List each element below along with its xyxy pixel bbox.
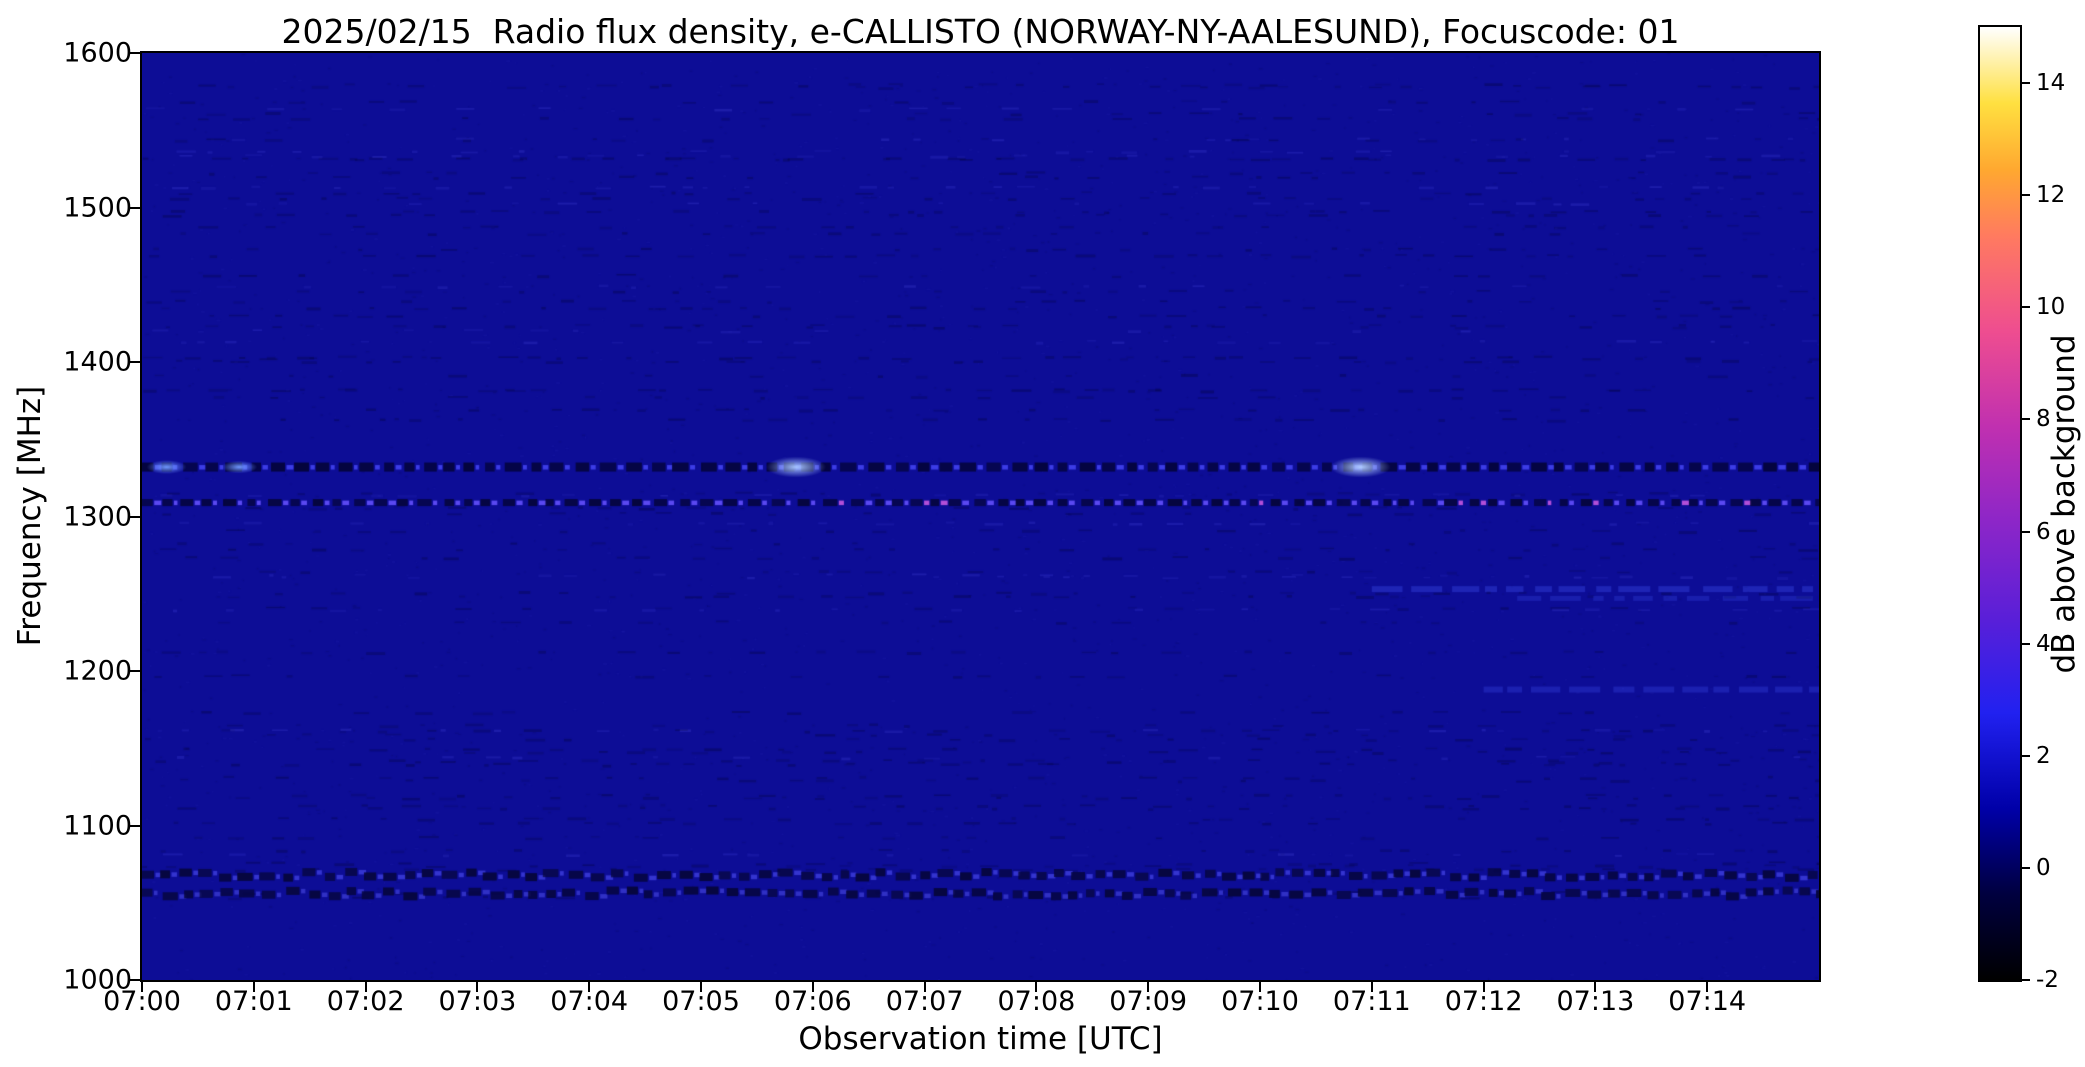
colorbar-tick-mark (2022, 754, 2030, 757)
x-tick-mark (588, 982, 591, 992)
y-tick-label: 1300 (63, 501, 132, 532)
colorbar-tick-label: -2 (2036, 967, 2059, 993)
spectrogram-canvas (142, 53, 1819, 980)
colorbar-label: dB above background (2046, 334, 2082, 674)
y-tick-mark (130, 824, 140, 827)
y-tick-mark (130, 52, 140, 54)
x-tick-mark (811, 982, 814, 992)
x-axis-label: Observation time [UTC] (798, 1021, 1163, 1057)
colorbar-tick-mark (2022, 979, 2030, 981)
x-tick-mark (252, 982, 255, 992)
colorbar-tick-label: 2 (2036, 742, 2051, 769)
colorbar-tick-mark (2022, 642, 2030, 645)
colorbar-tick-label: 8 (2036, 406, 2051, 433)
x-tick-label: 07:09 (1109, 986, 1188, 1017)
chart-title: 2025/02/15 Radio flux density, e-CALLIST… (281, 12, 1680, 51)
y-tick-label: 1400 (63, 346, 132, 378)
x-tick-mark (700, 982, 702, 992)
x-tick-label: 07:01 (214, 986, 293, 1017)
x-tick-mark (141, 982, 143, 992)
x-tick-mark (1259, 982, 1261, 992)
x-tick-mark (1035, 982, 1038, 992)
x-tick-label: 07:04 (550, 986, 629, 1017)
colorbar-tick-label: 6 (2036, 518, 2051, 545)
x-tick-label: 07:08 (997, 986, 1076, 1017)
colorbar-tick-mark (2022, 866, 2030, 869)
y-tick-label: 1600 (63, 37, 132, 69)
y-tick-label: 1200 (63, 655, 132, 687)
x-tick-label: 07:06 (773, 986, 852, 1017)
x-tick-label: 07:07 (885, 986, 964, 1017)
x-tick-label: 07:05 (662, 986, 740, 1017)
colorbar-tick-label: 14 (2036, 70, 2066, 97)
colorbar-tick-mark (2022, 82, 2030, 85)
colorbar-tick-label: 4 (2036, 630, 2051, 657)
colorbar-tick-label: 12 (2036, 182, 2066, 209)
y-tick-mark (130, 361, 140, 363)
x-tick-label: 07:11 (1332, 986, 1411, 1017)
y-tick-mark (130, 979, 140, 981)
y-tick-label: 1100 (63, 810, 132, 841)
y-tick-mark (130, 515, 140, 518)
colorbar-tick-label: 10 (2036, 294, 2066, 321)
x-tick-label: 07:13 (1556, 986, 1635, 1017)
x-tick-mark (1147, 982, 1150, 992)
x-tick-mark (923, 982, 926, 992)
colorbar-tick-mark (2022, 194, 2030, 197)
y-tick-mark (130, 670, 140, 672)
colorbar-tick-mark (2022, 418, 2030, 421)
x-tick-mark (364, 982, 367, 992)
x-tick-mark (1706, 982, 1709, 992)
x-tick-label: 07:00 (103, 986, 181, 1017)
x-tick-mark (1594, 982, 1597, 992)
colorbar-gradient (1980, 27, 2020, 980)
x-tick-label: 07:12 (1444, 986, 1523, 1017)
colorbar-tick-mark (2022, 530, 2030, 533)
x-tick-mark (1482, 982, 1485, 992)
plot-area (140, 51, 1821, 982)
x-tick-label: 07:02 (326, 986, 405, 1017)
x-tick-label: 07:03 (438, 986, 517, 1017)
colorbar-tick-label: 0 (2036, 854, 2051, 881)
x-tick-mark (476, 982, 479, 992)
colorbar (1978, 25, 2022, 982)
y-tick-label: 1500 (63, 192, 132, 223)
x-tick-mark (1370, 982, 1373, 992)
colorbar-tick-mark (2022, 306, 2030, 309)
y-tick-label: 1000 (63, 964, 132, 996)
x-tick-label: 07:10 (1221, 986, 1299, 1017)
y-tick-mark (130, 206, 140, 209)
x-tick-label: 07:14 (1668, 986, 1747, 1017)
